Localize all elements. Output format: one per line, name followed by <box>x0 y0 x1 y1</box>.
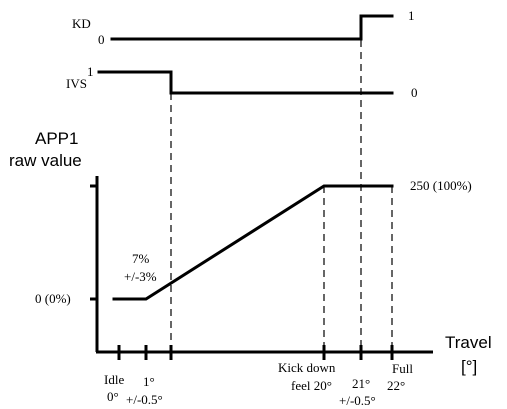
kd-high-label: 1 <box>408 8 415 23</box>
kd-low-label: 0 <box>98 32 105 47</box>
tick-kick-line2: feel 20° <box>291 378 332 393</box>
level-min-label: 0 (0%) <box>35 291 71 306</box>
tick-21-line2: +/-0.5° <box>339 393 376 408</box>
kd-label: KD <box>72 16 91 31</box>
ivs-low-label: 0 <box>411 85 418 100</box>
tick-full-line1: Full <box>392 361 413 376</box>
annotation-line2: +/-3% <box>124 269 157 284</box>
annotation-line1: 7% <box>132 251 150 266</box>
level-max-label: 250 (100%) <box>410 178 472 193</box>
tick-kick-line1: Kick down <box>278 360 336 375</box>
tick-idle-line1: Idle <box>104 372 124 387</box>
y-axis-title-line1: APP1 <box>35 129 78 148</box>
tick-one-line2: +/-0.5° <box>126 392 163 407</box>
y-axis-title-line2: raw value <box>9 151 82 170</box>
ivs-high-label: 1 <box>87 64 94 79</box>
x-axis-title-line2: [°] <box>461 357 477 376</box>
ivs-label: IVS <box>66 76 87 91</box>
tick-21-line1: 21° <box>352 376 370 391</box>
x-axis-title-line1: Travel <box>445 333 492 352</box>
tick-idle-line2: 0° <box>107 389 119 404</box>
app1-curve <box>112 184 394 301</box>
ivs-signal-line <box>97 70 394 95</box>
tick-full-line2: 22° <box>387 378 405 393</box>
tick-one-line1: 1° <box>143 374 155 389</box>
kd-signal-line <box>110 14 394 41</box>
